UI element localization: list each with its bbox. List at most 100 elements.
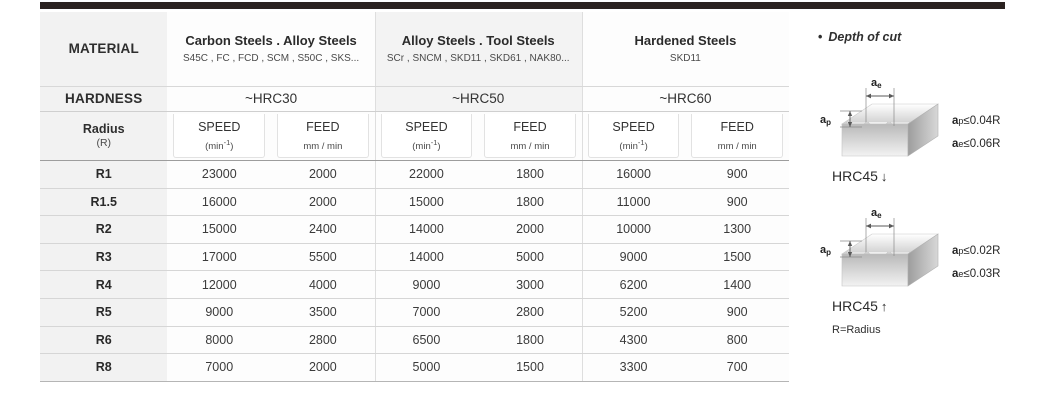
cell-speed-2: 22000	[374, 160, 479, 189]
table-row: R8 7000 2000 5000 1500 3300 700	[40, 353, 789, 382]
feed-unit-1: mm / min	[303, 141, 343, 152]
cell-feed-1: 2000	[271, 160, 375, 189]
depth-of-cut-figure-1: ae ap ap≤0.04R ae≤0.06R HRC45 ↓	[800, 70, 1050, 198]
hardness-group-2: ~HRC50	[374, 86, 582, 112]
speed-label-2: SPEED	[405, 119, 448, 134]
cell-feed-1: 2400	[271, 215, 375, 244]
cell-speed-3: 4300	[581, 326, 686, 355]
cell-feed-1: 2800	[271, 326, 375, 355]
cell-feed-2: 1800	[478, 188, 582, 217]
bullet-icon: •	[818, 30, 823, 44]
speed-unit-2: (min-1)	[412, 137, 441, 153]
speed-header-group-2: SPEED (min-1)	[374, 111, 479, 161]
scallop-surface-diagram-icon: ae ap	[820, 77, 939, 157]
hrc-note-1: HRC45 ↓	[832, 168, 888, 184]
cell-speed-3: 5200	[581, 298, 686, 327]
material-group-1-subtitle: S45C , FC , FCD , SCM , S50C , SKS...	[182, 53, 360, 64]
cell-speed-3: 16000	[581, 160, 686, 189]
depth-of-cut-heading: • Depth of cut	[818, 30, 901, 44]
feed-label-3: FEED	[720, 120, 754, 134]
speed-unit-1: (min-1)	[205, 137, 234, 153]
row-radius-label: R4	[40, 270, 168, 299]
speed-label-3: SPEED	[612, 119, 655, 134]
cell-feed-1: 4000	[271, 270, 375, 299]
depth-of-cut-panel: • Depth of cut	[800, 14, 1050, 384]
cell-feed-2: 1800	[478, 160, 582, 189]
cell-speed-1: 9000	[167, 298, 272, 327]
cell-speed-2: 14000	[374, 243, 479, 272]
svg-text:ap: ap	[820, 244, 831, 257]
column-subheader-row: Radius (R) SPEED (min-1) FEED mm / min	[40, 111, 789, 161]
cell-feed-3: 1300	[685, 215, 789, 244]
cell-feed-2: 2800	[478, 298, 582, 327]
material-group-2-title: Alloy Steels . Tool Steels	[401, 33, 555, 48]
cell-speed-3: 3300	[581, 353, 686, 382]
cell-speed-2: 9000	[374, 270, 479, 299]
cell-speed-1: 16000	[167, 188, 272, 217]
material-row: MATERIAL Carbon Steels . Alloy Steels S4…	[40, 12, 789, 87]
material-group-2-subtitle: SCr , SNCM , SKD11 , SKD61 , NAK80...	[386, 53, 570, 64]
cell-feed-2: 5000	[478, 243, 582, 272]
row-radius-label: R6	[40, 326, 168, 355]
row-radius-label: R2	[40, 215, 168, 244]
hardness-label: HARDNESS	[65, 91, 143, 106]
hardness-group-1: ~HRC30	[167, 86, 375, 112]
material-group-3: Hardened Steels SKD11	[581, 12, 789, 87]
material-group-3-title: Hardened Steels	[634, 33, 737, 48]
cell-feed-2: 2000	[478, 215, 582, 244]
radius-sublabel: (R)	[96, 137, 112, 149]
material-row-label-cell: MATERIAL	[40, 12, 168, 87]
depth-limits-2: ap≤0.02R ae≤0.03R	[952, 240, 1000, 286]
cell-speed-1: 15000	[167, 215, 272, 244]
hardness-group-2-value: ~HRC50	[452, 91, 505, 106]
feed-label-1: FEED	[306, 120, 340, 134]
hardness-group-3: ~HRC60	[581, 86, 789, 112]
feed-header-group-3: FEED mm / min	[685, 111, 789, 161]
feed-header-group-1: FEED mm / min	[271, 111, 375, 161]
cell-feed-3: 1500	[685, 243, 789, 272]
cell-speed-2: 7000	[374, 298, 479, 327]
table-row: R1 23000 2000 22000 1800 16000 900	[40, 160, 789, 189]
cell-speed-1: 8000	[167, 326, 272, 355]
table-row: R5 9000 3500 7000 2800 5200 900	[40, 298, 789, 327]
material-group-1-title: Carbon Steels . Alloy Steels	[185, 33, 357, 48]
feed-unit-3: mm / min	[717, 141, 757, 152]
radius-header-cell: Radius (R)	[40, 111, 168, 161]
row-radius-label: R5	[40, 298, 168, 327]
ap-limit-2: ap≤0.02R	[952, 245, 1001, 257]
radius-label: Radius	[82, 122, 125, 136]
table-row: R1.5 16000 2000 15000 1800 11000 900	[40, 188, 789, 217]
cell-speed-3: 9000	[581, 243, 686, 272]
row-radius-label: R1	[40, 160, 168, 189]
cell-feed-3: 900	[685, 160, 789, 189]
depth-of-cut-figure-2: ae ap ap≤0.02R ae≤0.03R HRC45 ↑ R=Radius	[800, 200, 1050, 336]
row-radius-label: R3	[40, 243, 168, 272]
radius-definition-note: R=Radius	[832, 324, 881, 336]
material-group-1: Carbon Steels . Alloy Steels S45C , FC ,…	[167, 12, 375, 87]
row-radius-label: R1.5	[40, 188, 168, 217]
cell-feed-3: 900	[685, 298, 789, 327]
cell-speed-2: 14000	[374, 215, 479, 244]
speed-label-1: SPEED	[198, 119, 241, 134]
material-group-2: Alloy Steels . Tool Steels SCr , SNCM , …	[374, 12, 582, 87]
ae-limit-2: ae≤0.03R	[952, 268, 1001, 280]
depth-of-cut-heading-text: Depth of cut	[828, 30, 902, 44]
cell-speed-3: 11000	[581, 188, 686, 217]
depth-limits-1: ap≤0.04R ae≤0.06R	[952, 110, 1000, 156]
cell-speed-1: 12000	[167, 270, 272, 299]
hardness-row: HARDNESS ~HRC30 ~HRC50 ~HRC60	[40, 86, 789, 112]
speed-header-group-1: SPEED (min-1)	[167, 111, 272, 161]
cell-feed-2: 1800	[478, 326, 582, 355]
speed-header-group-3: SPEED (min-1)	[581, 111, 686, 161]
cell-feed-3: 700	[685, 353, 789, 382]
hardness-group-3-value: ~HRC60	[659, 91, 712, 106]
table-row: R3 17000 5500 14000 5000 9000 1500	[40, 243, 789, 272]
cell-feed-1: 3500	[271, 298, 375, 327]
cell-feed-2: 3000	[478, 270, 582, 299]
top-rule	[40, 2, 1005, 9]
cutting-conditions-table: MATERIAL Carbon Steels . Alloy Steels S4…	[40, 12, 789, 382]
feed-header-group-2: FEED mm / min	[478, 111, 582, 161]
hardness-group-1-value: ~HRC30	[244, 91, 298, 106]
ap-limit-1: ap≤0.04R	[952, 115, 1001, 127]
